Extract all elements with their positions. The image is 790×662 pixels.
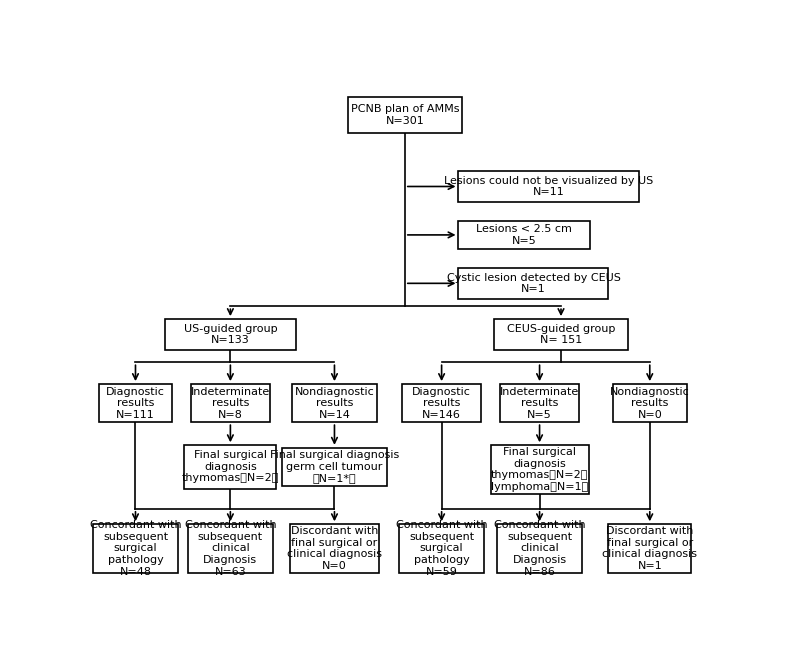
Text: Final surgical diagnosis
germ cell tumour
（N=1*）: Final surgical diagnosis germ cell tumou…: [270, 450, 399, 483]
FancyBboxPatch shape: [348, 97, 461, 133]
FancyBboxPatch shape: [399, 524, 484, 573]
Text: Concordant with
subsequent
surgical
pathology
N=59: Concordant with subsequent surgical path…: [396, 520, 487, 577]
FancyBboxPatch shape: [99, 384, 172, 422]
FancyBboxPatch shape: [185, 445, 276, 489]
FancyBboxPatch shape: [190, 384, 270, 422]
FancyBboxPatch shape: [292, 384, 378, 422]
Text: Concordant with
subsequent
clinical
Diagnosis
N=63: Concordant with subsequent clinical Diag…: [185, 520, 276, 577]
Text: Final surgical
diagnosis
thymomas（N=2）
lymphoma（N=1）: Final surgical diagnosis thymomas（N=2） l…: [491, 447, 589, 492]
FancyBboxPatch shape: [608, 524, 691, 573]
FancyBboxPatch shape: [497, 524, 582, 573]
Text: US-guided group
N=133: US-guided group N=133: [183, 324, 277, 345]
Text: Nondiagnostic
results
N=0: Nondiagnostic results N=0: [610, 387, 690, 420]
FancyBboxPatch shape: [402, 384, 481, 422]
FancyBboxPatch shape: [613, 384, 687, 422]
Text: Lesions < 2.5 cm
N=5: Lesions < 2.5 cm N=5: [476, 224, 572, 246]
FancyBboxPatch shape: [164, 319, 296, 350]
Text: Nondiagnostic
results
N=14: Nondiagnostic results N=14: [295, 387, 374, 420]
Text: Discordant with
final surgical or
clinical diagnosis
N=0: Discordant with final surgical or clinic…: [287, 526, 382, 571]
FancyBboxPatch shape: [92, 524, 179, 573]
Text: Concordant with
subsequent
surgical
pathology
N=48: Concordant with subsequent surgical path…: [90, 520, 181, 577]
FancyBboxPatch shape: [458, 268, 608, 299]
FancyBboxPatch shape: [491, 445, 589, 494]
FancyBboxPatch shape: [458, 171, 639, 202]
FancyBboxPatch shape: [500, 384, 579, 422]
FancyBboxPatch shape: [187, 524, 273, 573]
Text: Lesions could not be visualized by US
N=11: Lesions could not be visualized by US N=…: [444, 175, 653, 197]
FancyBboxPatch shape: [290, 524, 379, 573]
Text: PCNB plan of AMMs
N=301: PCNB plan of AMMs N=301: [351, 105, 459, 126]
Text: Indeterminate
results
N=8: Indeterminate results N=8: [190, 387, 270, 420]
Text: CEUS-guided group
N= 151: CEUS-guided group N= 151: [507, 324, 615, 345]
Text: Indeterminate
results
N=5: Indeterminate results N=5: [500, 387, 579, 420]
FancyBboxPatch shape: [282, 448, 386, 486]
Text: Discordant with
final surgical or
clinical diagnosis
N=1: Discordant with final surgical or clinic…: [602, 526, 698, 571]
Text: Diagnostic
results
N=111: Diagnostic results N=111: [106, 387, 165, 420]
Text: Cystic lesion detected by CEUS
N=1: Cystic lesion detected by CEUS N=1: [446, 273, 620, 294]
FancyBboxPatch shape: [494, 319, 628, 350]
FancyBboxPatch shape: [458, 221, 590, 249]
Text: Final surgical
diagnosis
thymomas（N=2）: Final surgical diagnosis thymomas（N=2）: [182, 450, 279, 483]
Text: Diagnostic
results
N=146: Diagnostic results N=146: [412, 387, 471, 420]
Text: Concordant with
subsequent
clinical
Diagnosis
N=86: Concordant with subsequent clinical Diag…: [494, 520, 585, 577]
